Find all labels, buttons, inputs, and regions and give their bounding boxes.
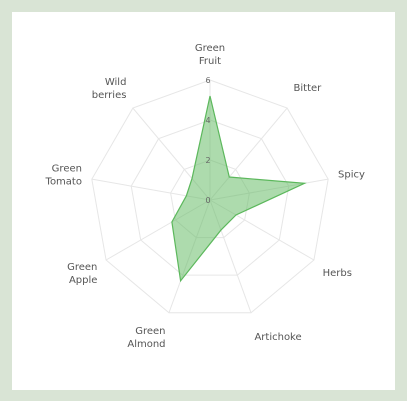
data-area (171, 95, 307, 283)
axis-label: Artichoke (254, 332, 301, 343)
axis-label: Spicy (338, 170, 365, 181)
tick-label: 2 (205, 156, 210, 165)
tick-label: 6 (205, 76, 210, 85)
axis-label: Bitter (294, 83, 323, 94)
axis-label: Green Tomato (45, 164, 82, 188)
axis-label: Wild berries (92, 77, 127, 101)
tick-label: 0 (205, 196, 210, 205)
axis-label: Herbs (323, 268, 352, 279)
axis-label: Green Fruit (195, 43, 225, 67)
grid-ring (130, 119, 290, 276)
axis-label: Green Apple (67, 262, 97, 286)
tick-label: 4 (205, 116, 210, 125)
axis-label: Green Almond (127, 326, 165, 350)
grid-ring (91, 79, 329, 314)
